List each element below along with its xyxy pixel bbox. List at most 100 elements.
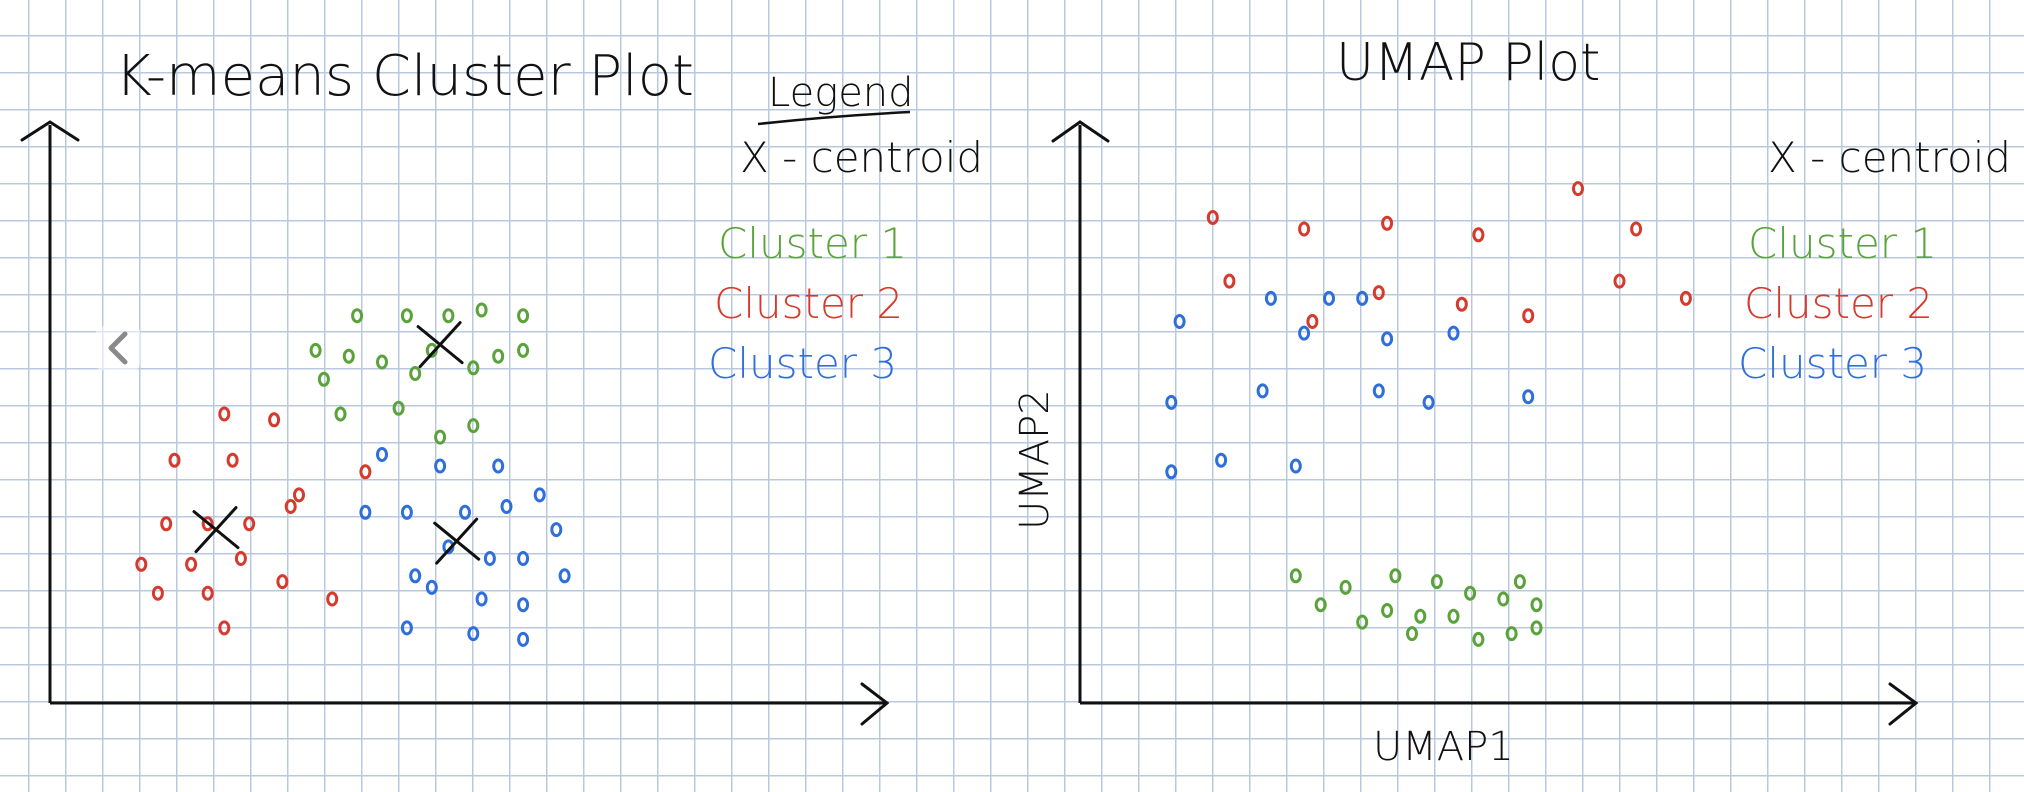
umap-legend-cluster-1: Cluster 1 xyxy=(1748,219,1937,268)
kmeans-cluster-3-point xyxy=(475,591,488,607)
umap-cluster-1-point xyxy=(1464,585,1477,601)
kmeans-cluster-3-point xyxy=(492,458,505,474)
umap-cluster-1-point xyxy=(1339,579,1352,595)
umap-points-layer xyxy=(1165,181,1692,647)
kmeans-cluster-1-point xyxy=(492,348,505,364)
umap-cluster-2-point xyxy=(1306,314,1319,329)
umap-cluster-3-point xyxy=(1381,331,1394,347)
kmeans-points-layer xyxy=(135,302,571,647)
kmeans-x-axis-arrow xyxy=(860,682,890,726)
kmeans-y-axis-arrow xyxy=(20,120,80,142)
kmeans-cluster-1-point xyxy=(309,342,322,358)
kmeans-cluster-2-point xyxy=(185,556,198,572)
kmeans-cluster-3-point xyxy=(359,504,372,520)
kmeans-cluster-2-point xyxy=(218,620,231,636)
kmeans-cluster-2-point xyxy=(284,499,297,514)
umap-cluster-1-point xyxy=(1389,568,1402,584)
kmeans-cluster-1-point xyxy=(351,308,364,324)
kmeans-cluster-3-point xyxy=(409,568,422,584)
umap-cluster-3-point xyxy=(1215,452,1228,468)
kmeans-cluster-3-point xyxy=(425,579,438,595)
umap-cluster-2-point xyxy=(1455,296,1468,312)
umap-cluster-1-point xyxy=(1414,608,1427,624)
kmeans-cluster-1-point xyxy=(392,400,405,416)
umap-y-axis-arrow xyxy=(1051,120,1110,143)
umap-y-axis-label: UMAP2 xyxy=(1012,389,1058,530)
umap-x-axis-label: UMAP1 xyxy=(1373,724,1514,770)
kmeans-cluster-3-point xyxy=(434,458,447,474)
umap-x-axis-arrow xyxy=(1888,682,1919,726)
umap-cluster-3-point xyxy=(1165,394,1178,410)
umap-cluster-2-point xyxy=(1472,227,1485,243)
legend-heading: Legend xyxy=(768,70,914,116)
kmeans-cluster-1-point xyxy=(434,429,447,445)
kmeans-cluster-2-point xyxy=(135,556,148,572)
kmeans-cluster-1-point xyxy=(517,308,530,324)
umap-cluster-3-point xyxy=(1165,464,1178,480)
umap-cluster-3-point xyxy=(1256,383,1269,399)
kmeans-cluster-2-point xyxy=(226,452,239,468)
umap-cluster-3-point xyxy=(1298,325,1311,341)
back-button[interactable] xyxy=(96,326,140,370)
umap-cluster-2-point xyxy=(1298,221,1311,237)
kmeans-cluster-3-point xyxy=(550,522,563,538)
umap-cluster-2-point xyxy=(1223,273,1236,289)
umap-cluster-2-point xyxy=(1679,290,1692,306)
kmeans-cluster-3-point xyxy=(376,447,388,462)
kmeans-cluster-1-point xyxy=(517,342,530,358)
umap-cluster-2-point xyxy=(1613,273,1626,289)
legend-cluster-1: Cluster 1 xyxy=(718,219,907,268)
kmeans-cluster-3-point xyxy=(517,597,530,613)
kmeans-cluster-1-point xyxy=(475,302,488,318)
umap-cluster-1-point xyxy=(1381,603,1394,618)
kmeans-centroid-marker xyxy=(433,517,481,565)
kmeans-cluster-3-point xyxy=(459,504,471,520)
kmeans-cluster-2-point xyxy=(168,452,181,468)
kmeans-cluster-2-point xyxy=(326,591,339,607)
kmeans-cluster-3-point xyxy=(517,551,530,566)
chevron-left-icon xyxy=(108,331,128,365)
kmeans-cluster-2-point xyxy=(218,406,231,422)
kmeans-cluster-1-point xyxy=(317,371,330,387)
kmeans-cluster-3-point xyxy=(400,504,413,520)
kmeans-cluster-1-point xyxy=(442,308,455,324)
kmeans-cluster-2-point xyxy=(201,585,214,601)
kmeans-cluster-2-point xyxy=(359,464,372,480)
umap-chart: UMAP Plot UMAP1 UMAP2 X - centroid Clust… xyxy=(1012,33,2011,770)
umap-legend-cluster-3: Cluster 3 xyxy=(1738,339,1927,388)
umap-cluster-2-point xyxy=(1522,308,1535,324)
umap-cluster-1-point xyxy=(1289,568,1302,584)
kmeans-cluster-2-point xyxy=(268,412,281,428)
kmeans-cluster-1-point xyxy=(409,366,422,381)
kmeans-cluster-3-point xyxy=(533,487,546,503)
kmeans-cluster-1-point xyxy=(342,348,355,364)
kmeans-cluster-2-point xyxy=(201,516,214,532)
umap-cluster-1-point xyxy=(1447,608,1460,624)
umap-legend-cluster-2: Cluster 2 xyxy=(1744,279,1933,328)
kmeans-cluster-3-point xyxy=(517,631,530,647)
umap-cluster-3-point xyxy=(1522,389,1535,405)
umap-cluster-1-point xyxy=(1530,597,1543,613)
umap-cluster-3-point xyxy=(1372,383,1385,399)
kmeans-cluster-2-point xyxy=(234,551,247,566)
umap-cluster-2-point xyxy=(1372,285,1385,301)
kmeans-cluster-2-point xyxy=(151,585,164,601)
kmeans-cluster-2-point xyxy=(160,516,173,532)
umap-cluster-1-point xyxy=(1356,614,1369,630)
umap-cluster-3-point xyxy=(1447,325,1460,341)
kmeans-cluster-3-point xyxy=(467,626,480,642)
umap-cluster-3-point xyxy=(1173,314,1186,329)
umap-cluster-2-point xyxy=(1630,221,1643,237)
kmeans-centroids-layer xyxy=(192,321,481,565)
umap-cluster-3-point xyxy=(1289,458,1302,474)
kmeans-cluster-1-point xyxy=(467,418,480,434)
umap-legend-centroid-label: X - centroid xyxy=(1768,133,2011,182)
kmeans-cluster-2-point xyxy=(243,516,256,532)
umap-cluster-1-point xyxy=(1314,597,1327,613)
umap-chart-title: UMAP Plot xyxy=(1336,33,1600,93)
kmeans-cluster-1-point xyxy=(467,360,480,376)
umap-cluster-1-point xyxy=(1513,574,1526,590)
kmeans-centroid-marker xyxy=(192,506,240,554)
kmeans-cluster-3-point xyxy=(483,551,496,566)
